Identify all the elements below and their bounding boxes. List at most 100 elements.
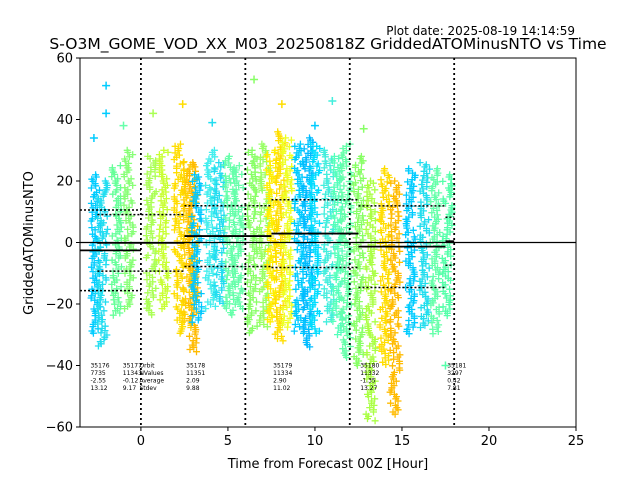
scatter-points [120,146,137,313]
data-marks [87,75,456,425]
scatter-column [155,146,172,313]
scatter-points [426,165,444,338]
outlier-point [250,75,259,84]
stat-row-label: NValues [139,370,163,377]
stat-value: 11351 [186,370,205,377]
scatter-column [94,177,111,350]
x-tick-label: 15 [394,434,411,449]
outlier-point [102,109,111,118]
stat-row-label: Orbit [139,363,155,370]
stat-value: 35180 [360,363,379,370]
scatter-points [243,146,261,337]
x-tick-label: 20 [481,434,498,449]
stat-value: 13.12 [90,385,107,392]
plot-area: OrbitNValuesAverageStdev351767735-2.5513… [46,52,585,450]
stat-value: 2.90 [273,378,287,385]
plot-date: Plot date: 2025-08-19 14:14:59 [386,24,575,38]
outlier-point [102,81,111,90]
y-tick-label: −60 [46,421,73,436]
stat-row-label: Stdev [139,385,157,392]
scatter-points [278,134,296,331]
y-tick-label: 0 [65,236,73,251]
scatter-column [416,159,434,331]
y-axis-label: GriddedATOMinusNTO [22,171,37,315]
scatter-points [416,159,434,331]
scatter-points [306,140,324,337]
scatter-column [188,171,205,326]
stat-value: 35177 [123,363,142,370]
scatter-points [108,162,125,319]
scatter-points [210,159,228,307]
outlier-point [208,118,217,127]
scatter-column [426,165,444,338]
stat-value: 35178 [186,363,205,370]
scatter-points [94,177,111,350]
scatter-points [229,162,247,313]
scatter-column [386,177,404,418]
scatter-points [438,171,456,320]
scatter-points [221,152,238,319]
scatter-points [386,177,404,418]
scatter-column [278,134,296,331]
outlier-point [89,133,98,142]
y-tick-label: −20 [46,298,73,313]
scatter-column [221,152,238,319]
scatter-column [376,165,393,368]
outlier-point [328,97,337,106]
stat-value: 0.42 [447,378,461,385]
stat-value: 35179 [273,363,292,370]
stat-value: -2.55 [90,378,106,385]
scatter-points [402,165,419,338]
scatter-column [108,162,125,319]
stat-value: 9.88 [186,385,200,392]
outlier-point [277,100,286,109]
y-tick-label: −40 [46,359,73,374]
x-tick-label: 5 [224,434,232,449]
outlier-point [149,109,158,118]
scatter-column [229,162,247,313]
scatter-column [362,177,379,425]
scatter-points [142,152,160,319]
scatter-points [350,152,367,369]
scatter-column [350,152,367,369]
x-axis-label: Time from Forecast 00Z [Hour] [227,457,429,472]
scatter-column [438,171,456,320]
chart-title: S-O3M_GOME_VOD_XX_M03_20250818Z GriddedA… [49,35,606,54]
stat-value: 3297 [447,370,462,377]
stat-value: -0.12 [123,378,139,385]
outlier-point [359,124,368,133]
stat-value: 35176 [90,363,109,370]
stat-value: 11343 [123,370,142,377]
y-tick-label: 20 [56,175,73,190]
x-tick-label: 10 [307,434,324,449]
stat-value: 7.81 [447,385,461,392]
scatter-column [306,140,324,337]
scatter-points [362,177,379,425]
outlier-point [119,121,128,130]
scatter-column [243,146,261,337]
scatter-column [210,159,228,307]
stat-value: -1.35 [360,378,376,385]
stat-value: 9.17 [123,385,137,392]
stat-value: 11.02 [273,385,290,392]
scatter-points [155,146,172,313]
stat-value: 35181 [447,363,466,370]
stat-value: 7735 [90,370,105,377]
x-tick-label: 25 [568,434,585,449]
stat-value: 2.09 [186,378,200,385]
stat-value: 11332 [360,370,379,377]
y-tick-label: 60 [56,52,73,67]
scatter-points [188,171,205,326]
x-tick-label: 0 [137,434,145,449]
outlier-point [310,121,319,130]
scatter-column [402,165,419,338]
outlier-point [178,100,187,109]
stat-value: 13.27 [360,385,377,392]
scatter-points [376,165,393,368]
stat-value: 11334 [273,370,292,377]
y-tick-label: 40 [56,113,73,128]
scatter-column [142,152,160,319]
stat-row-label: Average [139,378,164,385]
outlier-point [441,361,450,370]
